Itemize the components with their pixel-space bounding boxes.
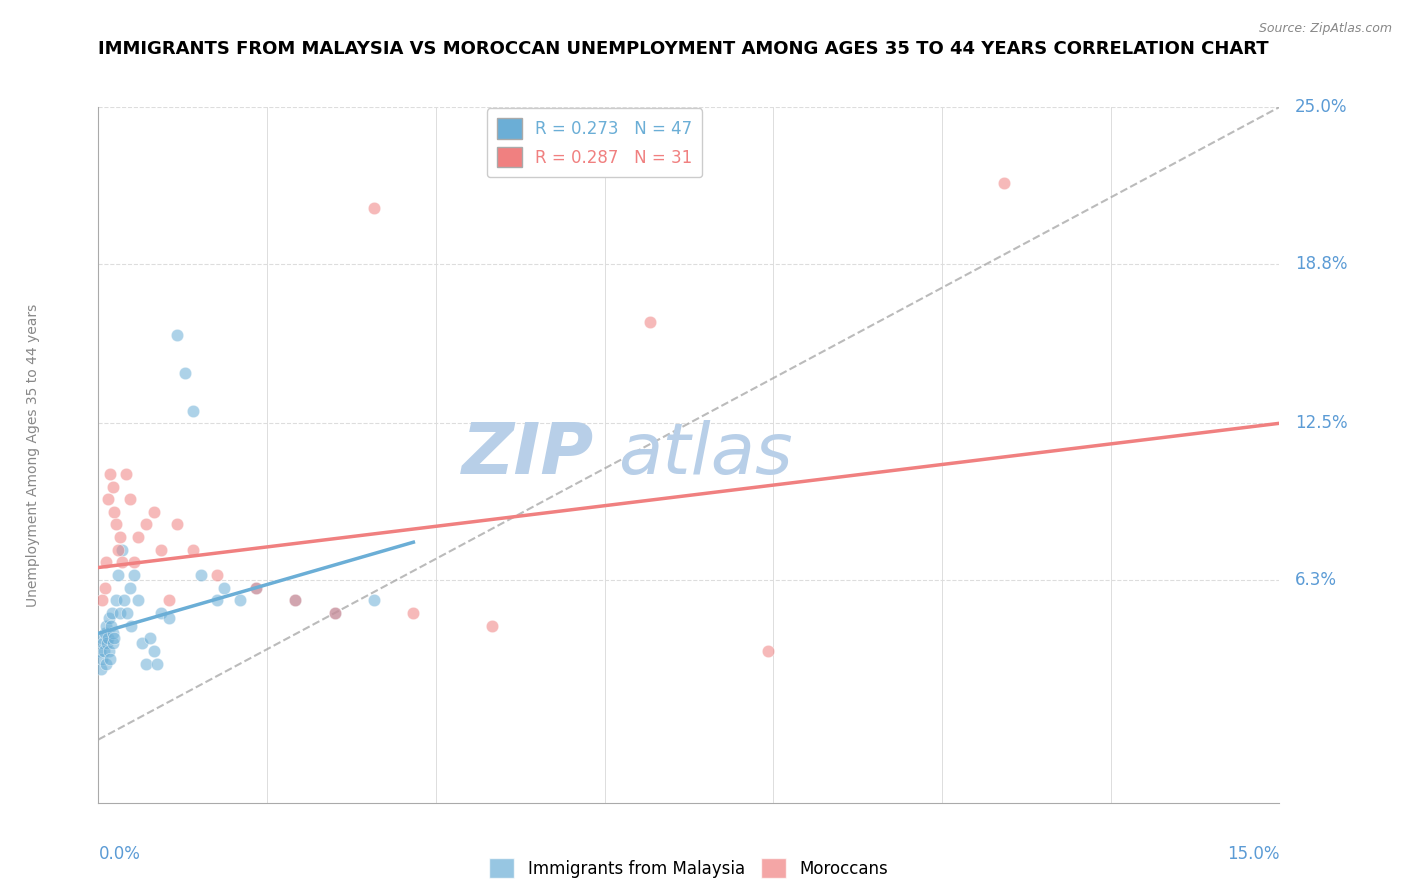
Point (142, 644, 165, 658)
Point (135, 517, 157, 532)
Point (214, 581, 236, 595)
Text: 12.5%: 12.5% (1295, 414, 1348, 433)
Text: Source: ZipAtlas.com: Source: ZipAtlas.com (1258, 22, 1392, 36)
Point (122, 568, 145, 582)
Text: 0.0%: 0.0% (98, 845, 141, 863)
Point (91, 593, 114, 607)
Point (245, 581, 267, 595)
Text: ZIP: ZIP (463, 420, 595, 490)
Text: 25.0%: 25.0% (1295, 98, 1348, 116)
Point (756, 644, 779, 658)
Text: Unemployment Among Ages 35 to 44 years: Unemployment Among Ages 35 to 44 years (27, 303, 41, 607)
Point (107, 542, 129, 557)
Point (190, 568, 212, 582)
Point (93, 644, 115, 658)
Point (157, 593, 180, 607)
Point (122, 556, 145, 570)
Text: 18.8%: 18.8% (1295, 255, 1348, 273)
Point (150, 542, 173, 557)
Point (174, 366, 197, 380)
Point (93, 581, 115, 595)
Point (146, 657, 169, 671)
Point (323, 606, 346, 620)
Point (138, 632, 160, 646)
Point (115, 606, 138, 620)
Point (96, 556, 118, 570)
Point (101, 636, 124, 650)
Point (98, 651, 121, 665)
Point (103, 632, 125, 646)
Point (323, 606, 346, 620)
Point (229, 593, 252, 607)
Text: atlas: atlas (619, 420, 793, 490)
Text: 6.3%: 6.3% (1295, 571, 1337, 589)
Point (111, 542, 134, 557)
Point (97, 632, 120, 646)
Point (94, 657, 117, 671)
Point (363, 201, 385, 215)
Point (638, 315, 661, 329)
Point (284, 593, 307, 607)
Point (157, 611, 180, 625)
Point (118, 492, 141, 507)
Point (101, 606, 124, 620)
Point (96, 636, 118, 650)
Point (205, 568, 228, 582)
Point (104, 517, 127, 532)
Point (181, 403, 204, 417)
Legend: Immigrants from Malaysia, Moroccans: Immigrants from Malaysia, Moroccans (482, 851, 896, 885)
Point (98, 467, 121, 481)
Point (90, 662, 112, 676)
Point (90, 651, 112, 665)
Point (107, 568, 129, 582)
Point (127, 530, 149, 544)
Point (91, 636, 114, 650)
Point (245, 581, 267, 595)
Point (150, 606, 173, 620)
Point (993, 176, 1015, 190)
Point (115, 467, 138, 481)
Point (104, 593, 127, 607)
Point (112, 593, 135, 607)
Point (103, 626, 125, 640)
Point (96, 618, 118, 632)
Point (111, 556, 134, 570)
Point (181, 542, 204, 557)
Point (89, 644, 111, 658)
Point (363, 593, 385, 607)
Point (166, 327, 188, 342)
Point (98, 611, 121, 625)
Point (93, 626, 115, 640)
Point (110, 530, 132, 544)
Point (135, 657, 157, 671)
Point (91, 632, 114, 646)
Point (166, 517, 188, 532)
Point (100, 618, 122, 632)
Point (205, 593, 228, 607)
Point (402, 606, 425, 620)
Point (121, 618, 143, 632)
Point (481, 618, 503, 632)
Point (97, 644, 120, 658)
Text: 15.0%: 15.0% (1227, 845, 1279, 863)
Point (101, 479, 124, 493)
Point (127, 593, 149, 607)
Point (110, 606, 132, 620)
Point (284, 593, 307, 607)
Point (142, 505, 165, 519)
Point (118, 581, 141, 595)
Point (131, 636, 153, 650)
Text: IMMIGRANTS FROM MALAYSIA VS MOROCCAN UNEMPLOYMENT AMONG AGES 35 TO 44 YEARS CORR: IMMIGRANTS FROM MALAYSIA VS MOROCCAN UNE… (98, 40, 1270, 58)
Point (103, 505, 125, 519)
Point (97, 492, 120, 507)
